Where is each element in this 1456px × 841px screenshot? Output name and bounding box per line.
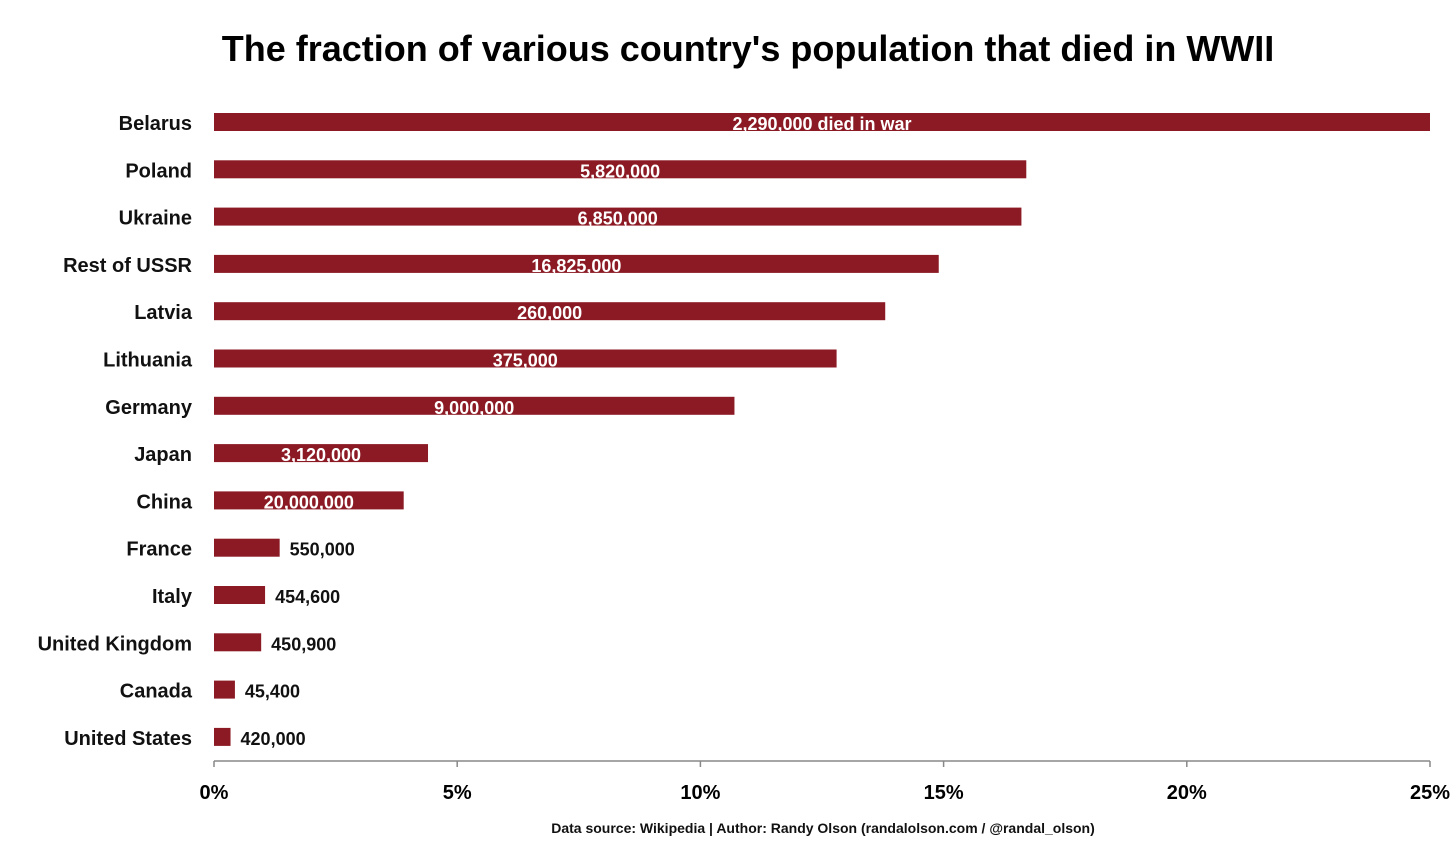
category-label: Belarus <box>119 113 192 135</box>
bar <box>214 680 235 699</box>
bar <box>214 727 231 746</box>
chart-footer: Data source: Wikipedia | Author: Randy O… <box>551 820 1095 836</box>
category-label: France <box>126 539 192 561</box>
bar <box>214 160 1027 179</box>
data-label: 3,120,000 <box>281 445 361 465</box>
category-label: Ukraine <box>119 208 192 230</box>
data-label: 550,000 <box>290 540 355 560</box>
category-label: Canada <box>120 681 193 703</box>
data-label: 45,400 <box>245 682 300 702</box>
bar <box>214 538 280 557</box>
bar <box>214 113 1430 131</box>
category-label: United Kingdom <box>38 633 192 655</box>
category-label: Italy <box>152 586 193 608</box>
data-label: 2,290,000 died in war <box>732 114 911 134</box>
category-label: Latvia <box>134 302 193 324</box>
category-label: Germany <box>105 397 193 419</box>
x-tick-label: 20% <box>1167 782 1207 804</box>
category-label: China <box>136 491 192 513</box>
data-label: 5,820,000 <box>580 161 660 181</box>
data-label: 420,000 <box>241 729 306 749</box>
data-label: 9,000,000 <box>434 398 514 418</box>
data-label: 6,850,000 <box>578 209 658 229</box>
x-tick-label: 0% <box>200 782 229 804</box>
data-label: 375,000 <box>493 351 558 371</box>
data-label: 16,825,000 <box>531 256 621 276</box>
bar <box>214 396 735 415</box>
bar <box>214 349 837 368</box>
data-label: 454,600 <box>275 587 340 607</box>
category-label: Lithuania <box>103 350 193 372</box>
bar <box>214 586 266 604</box>
category-label: Japan <box>134 444 192 466</box>
bar <box>214 254 939 273</box>
bar <box>214 444 429 463</box>
category-label: Rest of USSR <box>63 255 192 277</box>
data-label: 260,000 <box>517 303 582 323</box>
x-tick-label: 10% <box>680 782 720 804</box>
x-tick-label: 5% <box>443 782 472 804</box>
bar <box>214 207 1022 226</box>
bar <box>214 491 404 510</box>
x-tick-label: 15% <box>924 782 964 804</box>
chart-title: The fraction of various country's popula… <box>221 28 1275 69</box>
bar <box>214 633 262 652</box>
data-label: 450,900 <box>271 634 336 654</box>
bar <box>214 302 886 321</box>
category-label: Poland <box>125 160 192 182</box>
data-label: 20,000,000 <box>264 492 354 512</box>
category-label: United States <box>64 728 192 750</box>
x-tick-label: 25% <box>1410 782 1450 804</box>
